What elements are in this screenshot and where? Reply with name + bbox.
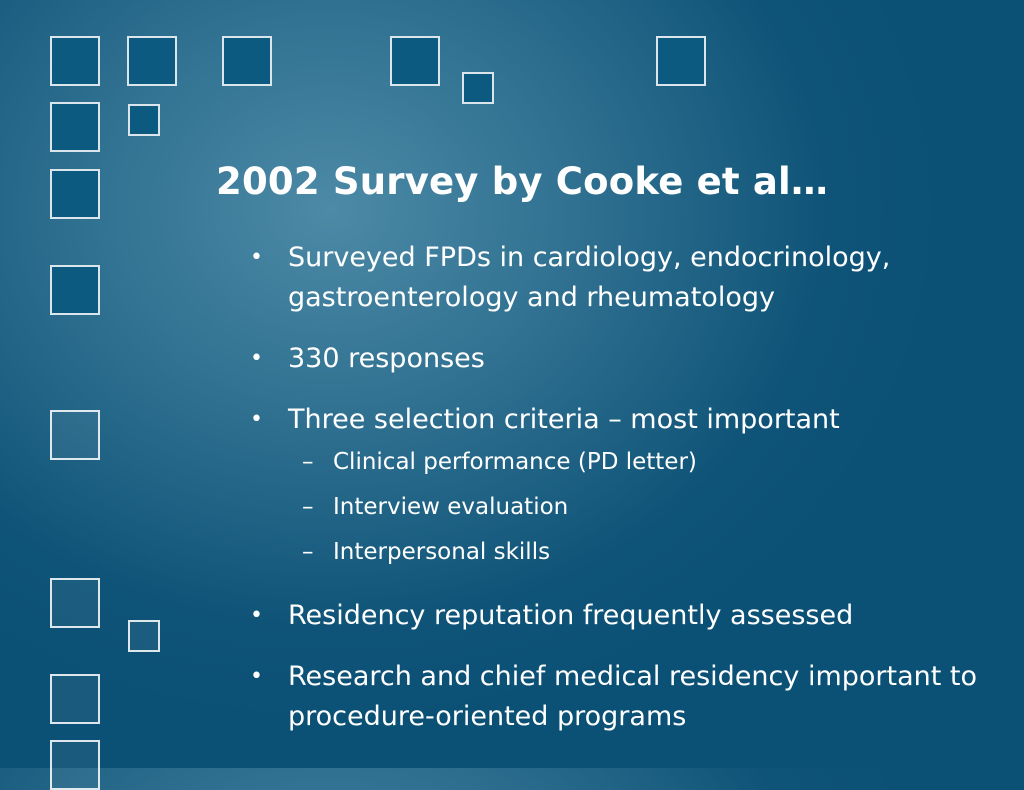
sub-bullet-item: – Clinical performance (PD letter)	[250, 440, 1010, 485]
deco-square	[656, 36, 706, 86]
bullet-text: Research and chief medical residency imp…	[288, 661, 978, 732]
deco-square	[50, 265, 100, 315]
bullet-item: • Residency reputation frequently assess…	[250, 596, 1010, 636]
deco-square	[50, 410, 100, 460]
bullet-item: • Research and chief medical residency i…	[250, 657, 1010, 737]
deco-square	[128, 620, 160, 652]
bullet-marker: •	[250, 603, 263, 628]
bullet-list: • Surveyed FPDs in cardiology, endocrino…	[250, 238, 1010, 737]
deco-square	[50, 578, 100, 628]
bullet-text: 330 responses	[288, 343, 485, 374]
sub-bullet-marker: –	[302, 539, 314, 565]
deco-square	[50, 740, 100, 790]
bullet-item: • 330 responses	[250, 339, 1010, 379]
bullet-text: Residency reputation frequently assessed	[288, 600, 854, 631]
sub-bullet-item: – Interview evaluation	[250, 485, 1010, 530]
bullet-item: • Three selection criteria – most import…	[250, 400, 1010, 440]
sub-bullet-text: Interpersonal skills	[333, 539, 551, 565]
deco-square	[50, 36, 100, 86]
sub-bullet-text: Interview evaluation	[333, 494, 569, 520]
bullet-marker: •	[250, 664, 263, 689]
deco-square	[390, 36, 440, 86]
sub-bullet-marker: –	[302, 494, 314, 520]
bullet-marker: •	[250, 245, 263, 270]
deco-square	[222, 36, 272, 86]
deco-square	[128, 104, 160, 136]
bullet-item: • Surveyed FPDs in cardiology, endocrino…	[250, 238, 1010, 318]
sub-bullet-item: – Interpersonal skills	[250, 530, 1010, 575]
deco-square	[50, 674, 100, 724]
slide-title: 2002 Survey by Cooke et al…	[216, 160, 829, 203]
bullet-marker: •	[250, 346, 263, 371]
bullet-text: Three selection criteria – most importan…	[288, 404, 840, 435]
sub-bullet-text: Clinical performance (PD letter)	[333, 449, 697, 475]
deco-square	[50, 169, 100, 219]
deco-square	[50, 102, 100, 152]
sub-bullet-marker: –	[302, 449, 314, 475]
deco-square	[462, 72, 494, 104]
bullet-marker: •	[250, 407, 263, 432]
bullet-text: Surveyed FPDs in cardiology, endocrinolo…	[288, 242, 891, 313]
deco-square	[127, 36, 177, 86]
